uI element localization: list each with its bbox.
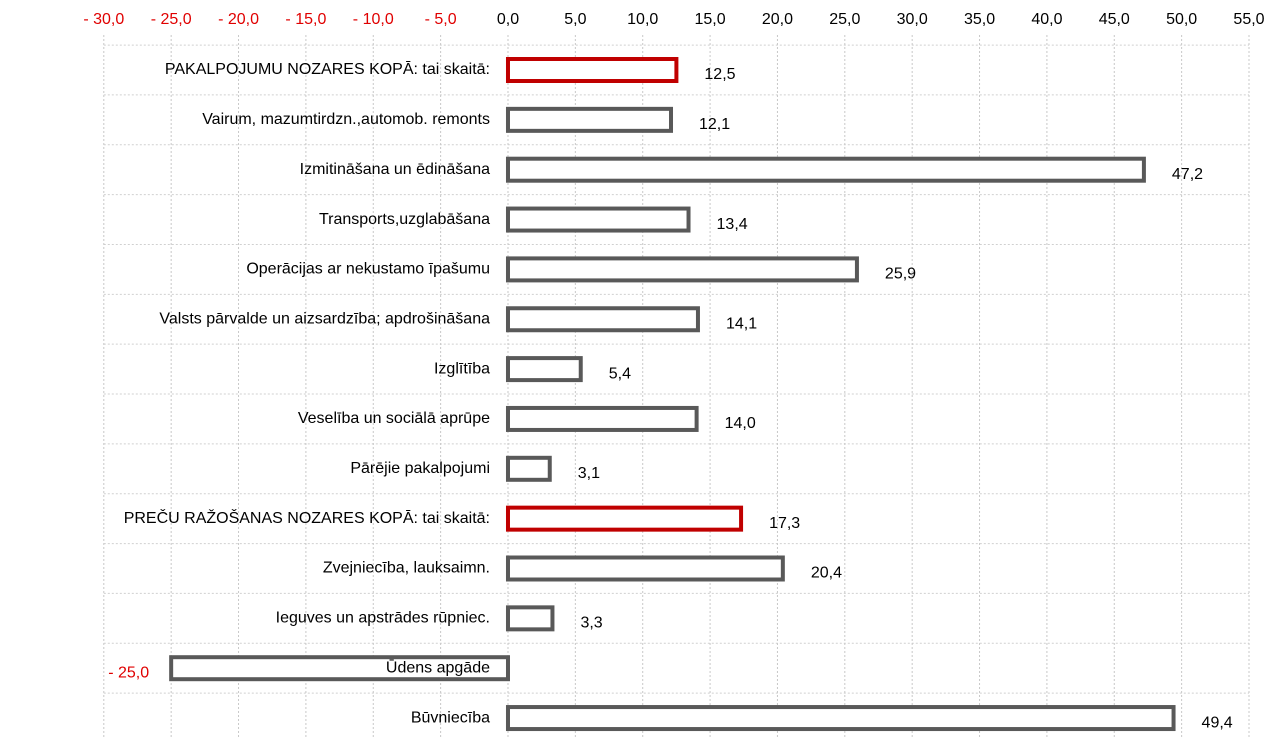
x-tick-label: 15,0 — [695, 11, 726, 28]
bar — [505, 555, 785, 582]
bar — [505, 156, 1146, 183]
category-label: Vairum, mazumtirdzn.,automob. remonts — [202, 111, 490, 128]
value-label: 20,4 — [811, 565, 842, 582]
x-tick-label: 50,0 — [1166, 11, 1197, 28]
bar — [505, 356, 583, 383]
value-label: - 25,0 — [108, 664, 149, 681]
category-label: Pārējie pakalpojumi — [350, 460, 490, 477]
x-tick-label: 55,0 — [1233, 11, 1264, 28]
bar — [505, 405, 699, 432]
x-tick-label: 5,0 — [564, 11, 586, 28]
x-tick-label: 20,0 — [762, 11, 793, 28]
category-label: Veselība un sociālā aprūpe — [298, 410, 490, 427]
bar — [505, 505, 744, 532]
value-label: 5,4 — [609, 365, 631, 382]
x-tick-label: 35,0 — [964, 11, 995, 28]
bar — [505, 605, 555, 632]
bar — [169, 655, 510, 682]
value-label: 47,2 — [1172, 166, 1203, 183]
x-tick-label: - 20,0 — [218, 11, 259, 28]
value-label: 13,4 — [717, 216, 748, 233]
value-label: 25,9 — [885, 266, 916, 283]
category-label: PREČU RAŽOŠANAS NOZARES KOPĀ: tai skaitā… — [124, 508, 490, 527]
value-label: 17,3 — [769, 515, 800, 532]
value-label: 3,1 — [578, 465, 600, 482]
value-label: 3,3 — [580, 615, 602, 632]
x-tick-label: 45,0 — [1099, 11, 1130, 28]
x-tick-label: 25,0 — [829, 11, 860, 28]
x-tick-label: - 10,0 — [353, 11, 394, 28]
category-label: Transports,uzglabāšana — [319, 211, 490, 228]
category-label: Zvejniecība, lauksaimn. — [323, 560, 490, 577]
x-tick-label: 40,0 — [1031, 11, 1062, 28]
category-label: Izglītība — [434, 360, 490, 377]
category-label: Būvniecība — [411, 709, 490, 726]
x-tick-label: - 15,0 — [285, 11, 326, 28]
category-label: Valsts pārvalde un aizsardzība; apdrošin… — [159, 310, 490, 327]
category-label: Izmitināšana un ēdināšana — [300, 161, 490, 178]
value-label: 12,1 — [699, 116, 730, 133]
x-tick-label: 30,0 — [897, 11, 928, 28]
category-label: Ieguves un apstrādes rūpniec. — [276, 610, 490, 627]
bar — [505, 705, 1176, 732]
value-label: 12,5 — [704, 66, 735, 83]
x-tick-label: - 30,0 — [83, 11, 124, 28]
value-label: 14,1 — [726, 315, 757, 332]
category-label: Ūdens apgāde — [386, 658, 490, 676]
bar — [505, 206, 691, 233]
x-tick-label: - 5,0 — [425, 11, 457, 28]
category-label: PAKALPOJUMU NOZARES KOPĀ: tai skaitā: — [165, 60, 490, 78]
category-label: Operācijas ar nekustamo īpašumu — [246, 261, 490, 278]
bar — [505, 256, 859, 283]
bar — [505, 57, 679, 83]
bar — [505, 106, 674, 133]
value-label: 49,4 — [1202, 714, 1233, 731]
bar — [505, 455, 552, 482]
x-tick-label: - 25,0 — [151, 11, 192, 28]
value-label: 14,0 — [725, 415, 756, 432]
x-tick-label: 0,0 — [497, 11, 519, 28]
bar — [505, 306, 700, 333]
x-tick-label: 10,0 — [627, 11, 658, 28]
